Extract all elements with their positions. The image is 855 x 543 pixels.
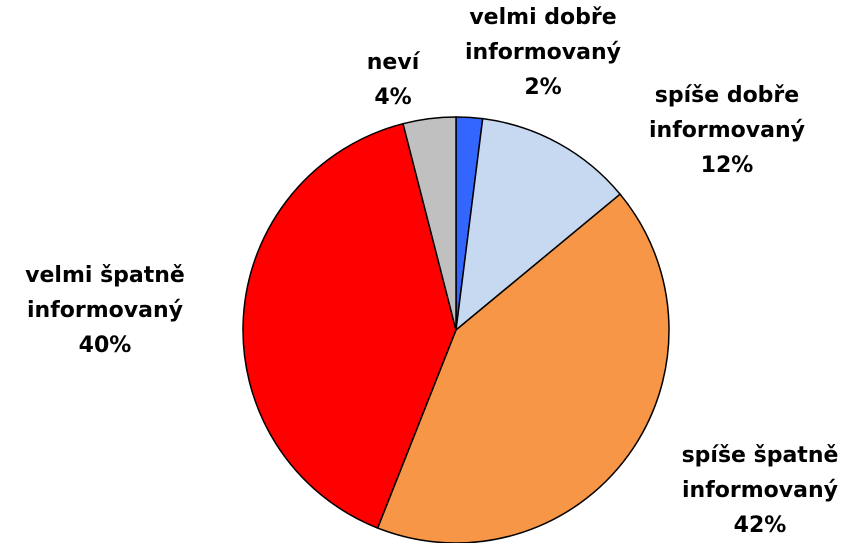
value-label: 42%: [733, 513, 787, 538]
category-label: velmi špatně informovaný: [25, 263, 185, 323]
slice-label: spíše špatně informovaný 42%: [665, 438, 855, 543]
category-label: spíše špatně informovaný: [681, 443, 839, 503]
value-label: 40%: [78, 333, 132, 358]
category-label: velmi dobře informovaný: [465, 5, 621, 65]
category-label: neví: [366, 50, 420, 75]
category-label: spíše dobře informovaný: [649, 83, 805, 143]
value-label: 4%: [374, 85, 412, 110]
pie-slice: [242, 122, 457, 530]
value-label: 2%: [524, 75, 562, 100]
pie-slice: [402, 116, 457, 331]
value-label: 12%: [700, 153, 754, 178]
slice-label: neví 4%: [298, 45, 488, 115]
slice-label: velmi špatně informovaný 40%: [10, 258, 200, 363]
slice-label: velmi dobře informovaný 2%: [448, 0, 638, 105]
pie-slice: [455, 117, 622, 332]
slice-label: spíše dobře informovaný 12%: [632, 78, 822, 183]
